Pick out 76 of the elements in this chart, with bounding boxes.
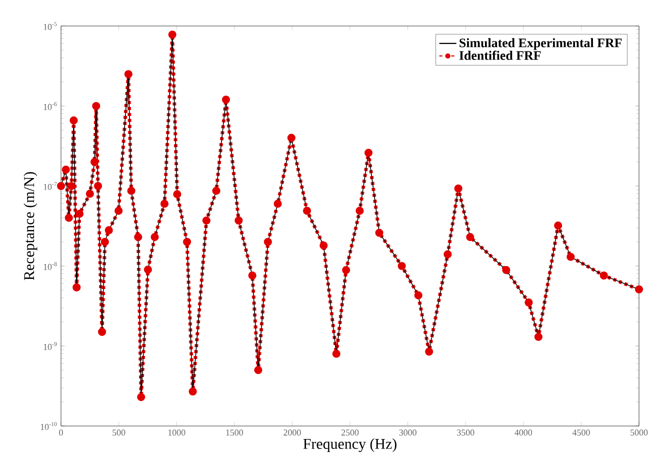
point xyxy=(202,216,210,225)
point xyxy=(168,30,176,39)
point xyxy=(444,250,452,258)
point xyxy=(254,366,262,374)
point xyxy=(173,190,182,198)
point xyxy=(554,222,562,230)
point xyxy=(234,216,243,225)
point xyxy=(124,70,132,78)
point xyxy=(94,182,102,190)
point xyxy=(398,262,406,270)
point xyxy=(524,298,533,307)
point xyxy=(104,226,113,234)
point xyxy=(425,348,434,356)
point xyxy=(356,206,364,215)
x-tick-label: 0 xyxy=(59,430,63,436)
point xyxy=(100,238,109,246)
point xyxy=(75,210,84,218)
point xyxy=(264,238,272,246)
point xyxy=(320,242,328,250)
x-tick-label: 2000 xyxy=(284,430,301,436)
point xyxy=(600,271,608,280)
x-axis-title: Frequency (Hz) xyxy=(303,438,396,452)
point xyxy=(466,233,474,242)
point xyxy=(56,182,66,190)
point xyxy=(188,387,197,396)
legend-label: Identified FRF xyxy=(459,50,541,60)
point xyxy=(127,186,136,195)
point xyxy=(64,214,73,222)
point xyxy=(72,283,81,292)
x-tick-label: 4000 xyxy=(514,430,532,436)
point xyxy=(160,200,169,208)
x-tick-label: 2500 xyxy=(341,430,359,436)
x-tick-label: 500 xyxy=(112,430,126,436)
legend-label: Simulated Experimental FRF xyxy=(460,38,622,50)
point xyxy=(454,184,462,193)
x-tick-label: 1000 xyxy=(168,430,186,436)
point xyxy=(70,116,78,124)
point xyxy=(182,238,192,246)
y-tick-label: 10$^{-6}$ xyxy=(44,102,57,110)
point xyxy=(287,134,296,142)
point xyxy=(302,206,312,215)
x-tick-label: 5000 xyxy=(630,430,648,436)
y-tick-label: 10$^{-8}$ xyxy=(44,262,57,270)
point xyxy=(67,182,76,190)
point xyxy=(98,328,106,336)
x-tick-label: 4500 xyxy=(572,430,590,436)
point xyxy=(134,233,142,242)
x-tick-label: 1500 xyxy=(226,430,244,436)
point xyxy=(534,332,542,341)
y-tick-label: 10$^{-5}$ xyxy=(44,22,57,30)
y-tick-label: 10$^{-9}$ xyxy=(44,342,57,350)
point xyxy=(502,266,510,274)
point xyxy=(86,190,94,198)
point xyxy=(150,233,159,242)
y-axis-title: Receptance (m/N) xyxy=(24,172,38,280)
point xyxy=(62,166,70,174)
point xyxy=(144,266,152,274)
point xyxy=(342,266,350,274)
point xyxy=(248,271,256,280)
point xyxy=(375,228,384,237)
point xyxy=(634,285,644,294)
point xyxy=(92,102,100,110)
point xyxy=(364,148,373,157)
point xyxy=(274,200,282,208)
point xyxy=(222,96,230,104)
point xyxy=(212,186,220,195)
point xyxy=(137,393,146,402)
point xyxy=(414,291,422,300)
point xyxy=(566,252,575,261)
x-tick-label: 3000 xyxy=(399,430,416,436)
point xyxy=(90,158,99,166)
point xyxy=(332,350,340,358)
y-tick-label: 10$^{-7}$ xyxy=(44,182,57,190)
y-tick-label: 10$^{-10}$ xyxy=(40,422,57,430)
x-tick-label: 3500 xyxy=(457,430,474,436)
point xyxy=(114,206,123,215)
